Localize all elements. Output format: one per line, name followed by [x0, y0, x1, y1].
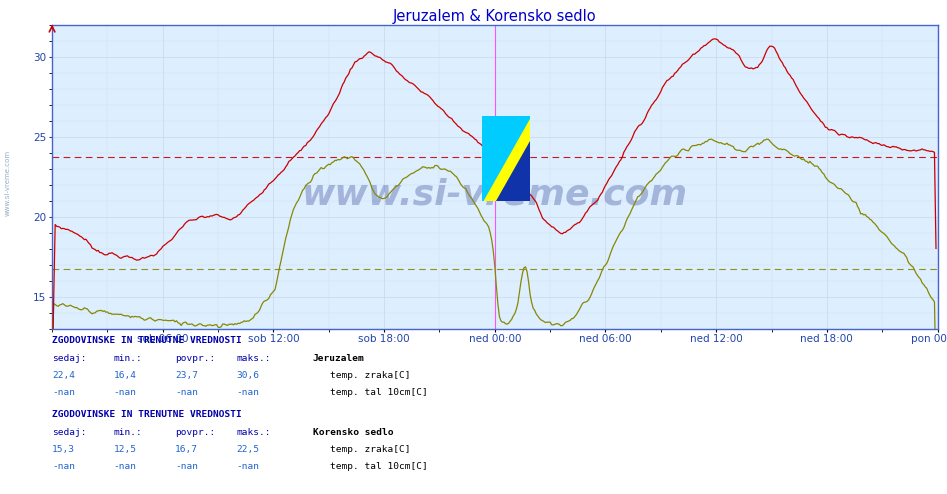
Text: temp. tal 10cm[C]: temp. tal 10cm[C]: [330, 462, 427, 471]
Text: maks.:: maks.:: [237, 428, 271, 437]
Text: sedaj:: sedaj:: [52, 354, 86, 363]
Text: www.si-vreme.com: www.si-vreme.com: [302, 178, 688, 212]
Text: -nan: -nan: [237, 462, 259, 471]
Text: 16,4: 16,4: [114, 371, 136, 380]
Text: www.si-vreme.com: www.si-vreme.com: [5, 150, 10, 216]
Text: -nan: -nan: [175, 388, 198, 397]
Text: 12,5: 12,5: [114, 445, 136, 454]
Text: -nan: -nan: [175, 462, 198, 471]
Text: min.:: min.:: [114, 428, 142, 437]
Text: temp. zraka[C]: temp. zraka[C]: [330, 445, 410, 454]
Text: temp. tal 10cm[C]: temp. tal 10cm[C]: [330, 388, 427, 397]
Title: Jeruzalem & Korensko sedlo: Jeruzalem & Korensko sedlo: [393, 8, 597, 24]
Text: -nan: -nan: [52, 388, 75, 397]
Text: -nan: -nan: [114, 388, 136, 397]
Text: temp. zraka[C]: temp. zraka[C]: [330, 371, 410, 380]
Text: Korensko sedlo: Korensko sedlo: [313, 428, 393, 437]
Text: 30,6: 30,6: [237, 371, 259, 380]
Text: ZGODOVINSKE IN TRENUTNE VREDNOSTI: ZGODOVINSKE IN TRENUTNE VREDNOSTI: [52, 336, 241, 345]
Text: ZGODOVINSKE IN TRENUTNE VREDNOSTI: ZGODOVINSKE IN TRENUTNE VREDNOSTI: [52, 411, 241, 419]
Text: Jeruzalem: Jeruzalem: [313, 354, 365, 363]
Text: povpr.:: povpr.:: [175, 428, 216, 437]
Text: -nan: -nan: [52, 462, 75, 471]
Text: 16,7: 16,7: [175, 445, 198, 454]
Text: min.:: min.:: [114, 354, 142, 363]
Text: -nan: -nan: [237, 388, 259, 397]
Text: 15,3: 15,3: [52, 445, 75, 454]
Text: 22,5: 22,5: [237, 445, 259, 454]
Text: povpr.:: povpr.:: [175, 354, 216, 363]
Text: 22,4: 22,4: [52, 371, 75, 380]
Text: sedaj:: sedaj:: [52, 428, 86, 437]
Text: -nan: -nan: [114, 462, 136, 471]
Text: maks.:: maks.:: [237, 354, 271, 363]
Text: 23,7: 23,7: [175, 371, 198, 380]
